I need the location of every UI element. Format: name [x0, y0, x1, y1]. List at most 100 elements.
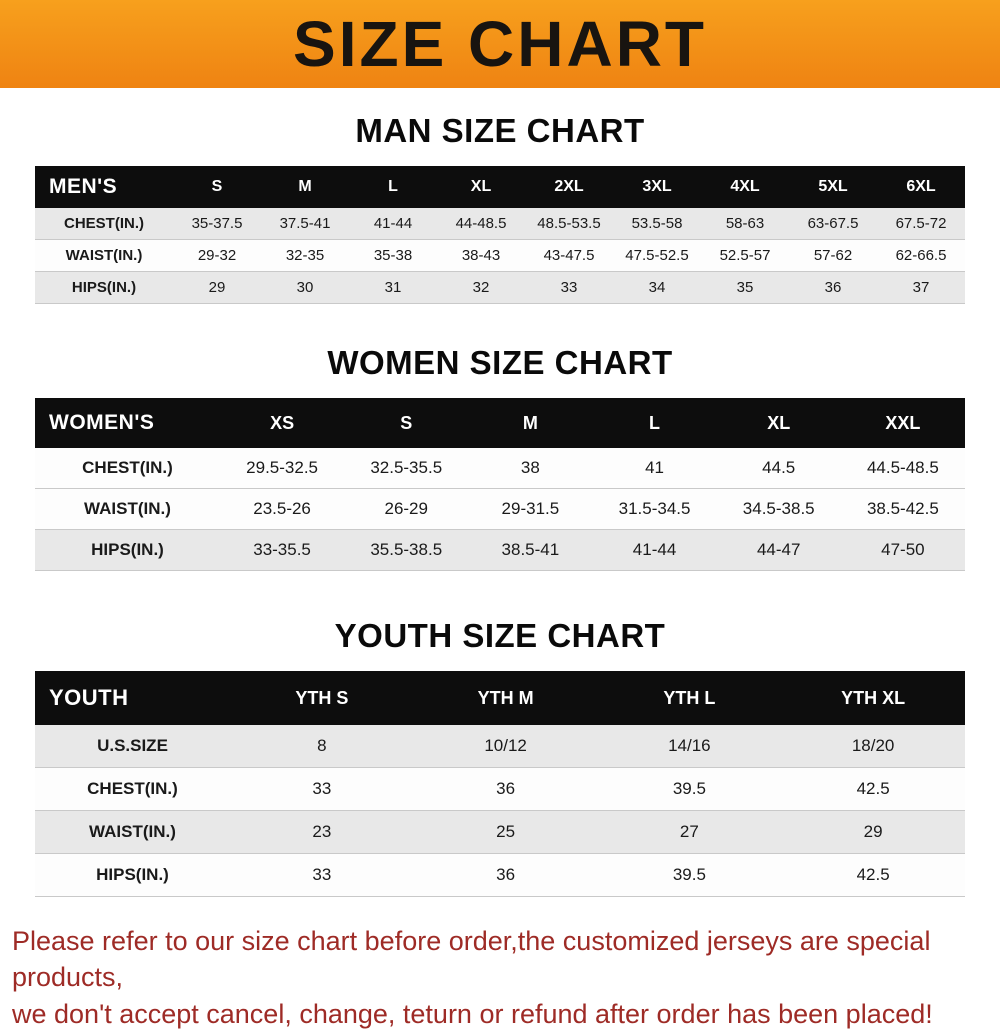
column-header: YTH XL [781, 671, 965, 725]
table-header-row: YOUTH YTH S YTH M YTH L YTH XL [35, 671, 965, 725]
size-value-cell: 44.5-48.5 [866, 458, 939, 477]
youth-size-heading: YOUTH SIZE CHART [334, 617, 666, 654]
table-header-row: WOMEN'S XS S M L XL XXL [35, 398, 965, 448]
size-value-cell: 35-37.5 [191, 215, 243, 232]
size-value-cell: 42.5 [856, 779, 890, 798]
table-row: HIPS(IN.) 29 30 31 32 33 34 35 36 37 [35, 271, 965, 304]
size-value-cell: 44-47 [756, 540, 801, 559]
table-corner-label: YOUTH [35, 671, 230, 725]
size-value-cell: 42.5 [856, 865, 890, 884]
size-value-cell: 35-38 [373, 247, 413, 264]
size-value-cell: 38.5-41 [501, 540, 560, 559]
footer-line: Please refer to our size chart before or… [12, 926, 931, 993]
row-label: U.S.SIZE [97, 736, 168, 755]
size-value-cell: 27 [679, 822, 699, 841]
row-label: HIPS(IN.) [91, 540, 164, 559]
size-value-cell: 47.5-52.5 [625, 247, 689, 264]
size-value-cell: 33-35.5 [253, 540, 311, 559]
column-header: S [173, 166, 261, 208]
size-value-cell: 29.5-32.5 [246, 458, 318, 477]
column-header: XS [220, 398, 345, 448]
mens-size-table: MEN'S S M L XL 2XL 3XL 4XL 5XL 6XL CHEST(IN.) 35-37… [35, 166, 965, 304]
size-value-cell: 41 [645, 458, 664, 477]
size-value-cell: 10/12 [484, 736, 527, 755]
row-label: WAIST(IN.) [89, 822, 176, 841]
size-value-cell: 29 [208, 279, 226, 296]
column-header: 2XL [525, 166, 613, 208]
size-value-cell: 48.5-53.5 [537, 215, 601, 232]
column-header: M [261, 166, 349, 208]
size-value-cell: 35.5-38.5 [370, 540, 443, 559]
size-value-cell: 34.5-38.5 [742, 499, 815, 518]
women-size-section: WOMEN SIZE CHART WOMEN'S XS S M L XL XXL CHEST(… [0, 344, 1000, 571]
youth-size-table: YOUTH YTH S YTH M YTH L YTH XL U.S.SIZE 8 10/12… [35, 671, 965, 897]
size-value-cell: 31 [384, 279, 402, 296]
size-value-cell: 43-47.5 [543, 247, 595, 264]
size-value-cell: 39.5 [672, 865, 706, 884]
size-value-cell: 34 [648, 279, 666, 296]
row-label: CHEST(IN.) [82, 458, 173, 477]
size-value-cell: 29-31.5 [501, 499, 560, 518]
table-header-row: MEN'S S M L XL 2XL 3XL 4XL 5XL 6XL [35, 166, 965, 208]
man-size-section: MAN SIZE CHART MEN'S S M L XL 2XL 3XL 4XL 5XL 6XL… [0, 112, 1000, 304]
size-value-cell: 38-43 [461, 247, 501, 264]
size-value-cell: 36 [496, 779, 516, 798]
size-value-cell: 52.5-57 [719, 247, 771, 264]
column-header: YTH L [597, 671, 782, 725]
size-value-cell: 18/20 [851, 736, 895, 755]
table-row: WAIST(IN.) 29-32 32-35 35-38 38-43 43-47.5 47.… [35, 239, 965, 272]
size-value-cell: 33 [560, 279, 578, 296]
size-chart-banner: SIZE CHART [0, 0, 1000, 88]
size-value-cell: 29 [863, 822, 883, 841]
table-row: HIPS(IN.) 33-35.5 35.5-38.5 38.5-41 41-44 44-… [35, 529, 965, 571]
row-label: HIPS(IN.) [96, 865, 169, 884]
column-header: 6XL [877, 166, 965, 208]
size-value-cell: 23 [312, 822, 332, 841]
column-header: XL [437, 166, 525, 208]
size-value-cell: 44-48.5 [455, 215, 507, 232]
size-value-cell: 14/16 [668, 736, 711, 755]
size-value-cell: 33 [312, 779, 332, 798]
size-value-cell: 37.5-41 [279, 215, 331, 232]
size-value-cell: 47-50 [881, 540, 925, 559]
size-value-cell: 35 [736, 279, 754, 296]
row-label: CHEST(IN.) [87, 779, 178, 798]
row-label: WAIST(IN.) [84, 499, 171, 518]
size-value-cell: 29-32 [197, 247, 237, 264]
column-header: YTH S [230, 671, 414, 725]
size-value-cell: 39.5 [672, 779, 706, 798]
size-value-cell: 33 [312, 865, 332, 884]
column-header: S [344, 398, 469, 448]
size-value-cell: 25 [496, 822, 516, 841]
column-header: 4XL [701, 166, 789, 208]
size-value-cell: 57-62 [813, 247, 853, 264]
size-value-cell: 58-63 [725, 215, 765, 232]
column-header: YTH M [413, 671, 598, 725]
size-value-cell: 67.5-72 [895, 215, 947, 232]
size-value-cell: 38.5-42.5 [866, 499, 939, 518]
size-value-cell: 37 [912, 279, 930, 296]
footer-note: Please refer to our size chart before or… [12, 923, 990, 1032]
table-row: WAIST(IN.) 23.5-26 26-29 29-31.5 31.5-34.5 34… [35, 488, 965, 530]
size-value-cell: 31.5-34.5 [618, 499, 691, 518]
size-value-cell: 23.5-26 [253, 499, 311, 518]
size-value-cell: 41-44 [632, 540, 677, 559]
table-row: U.S.SIZE 8 10/12 14/16 18/20 [35, 725, 965, 768]
size-value-cell: 32.5-35.5 [370, 458, 443, 477]
table-row: HIPS(IN.) 33 36 39.5 42.5 [35, 853, 965, 897]
size-value-cell: 36 [496, 865, 516, 884]
column-header: XL [716, 398, 841, 448]
footer-line: we don't accept cancel, change, teturn o… [12, 998, 933, 1029]
women-size-heading: WOMEN SIZE CHART [327, 344, 673, 381]
table-corner-label: MEN'S [35, 166, 173, 208]
row-label: HIPS(IN.) [71, 279, 137, 296]
size-value-cell: 26-29 [384, 499, 428, 518]
size-value-cell: 44.5 [762, 458, 796, 477]
size-value-cell: 38 [520, 458, 540, 477]
size-value-cell: 36 [824, 279, 842, 296]
column-header: 3XL [613, 166, 701, 208]
column-header: L [349, 166, 437, 208]
row-label: WAIST(IN.) [65, 247, 143, 264]
size-value-cell: 63-67.5 [807, 215, 859, 232]
size-chart-title: SIZE CHART [293, 8, 707, 80]
